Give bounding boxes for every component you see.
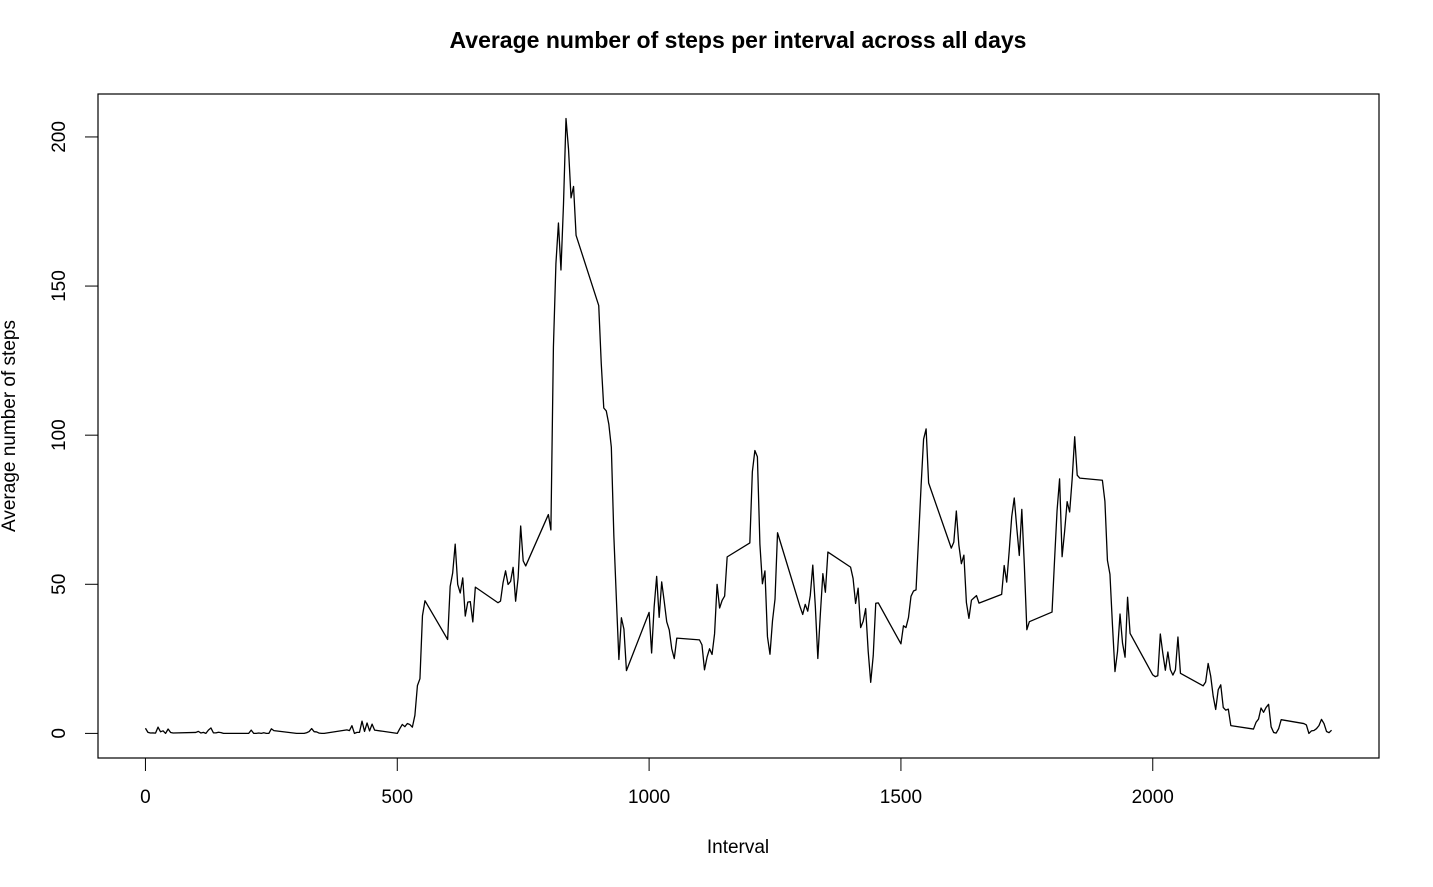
plot-frame (97, 93, 1380, 759)
x-tick-label: 1000 (628, 787, 670, 808)
y-tick-label: 50 (49, 574, 70, 595)
y-tick-label: 150 (49, 270, 70, 302)
x-tick-label: 2000 (1132, 787, 1174, 808)
data-line (144, 117, 1333, 735)
x-tick-label: 500 (381, 787, 413, 808)
x-axis-label: Interval (707, 837, 769, 858)
y-tick-label: 0 (49, 728, 70, 739)
chart-title: Average number of steps per interval acr… (450, 27, 1027, 53)
x-tick-label: 1500 (880, 787, 922, 808)
y-tick-label: 200 (49, 121, 70, 153)
y-tick-label: 100 (49, 419, 70, 451)
y-axis-label: Average number of steps (0, 320, 20, 532)
x-tick-label: 0 (140, 787, 151, 808)
